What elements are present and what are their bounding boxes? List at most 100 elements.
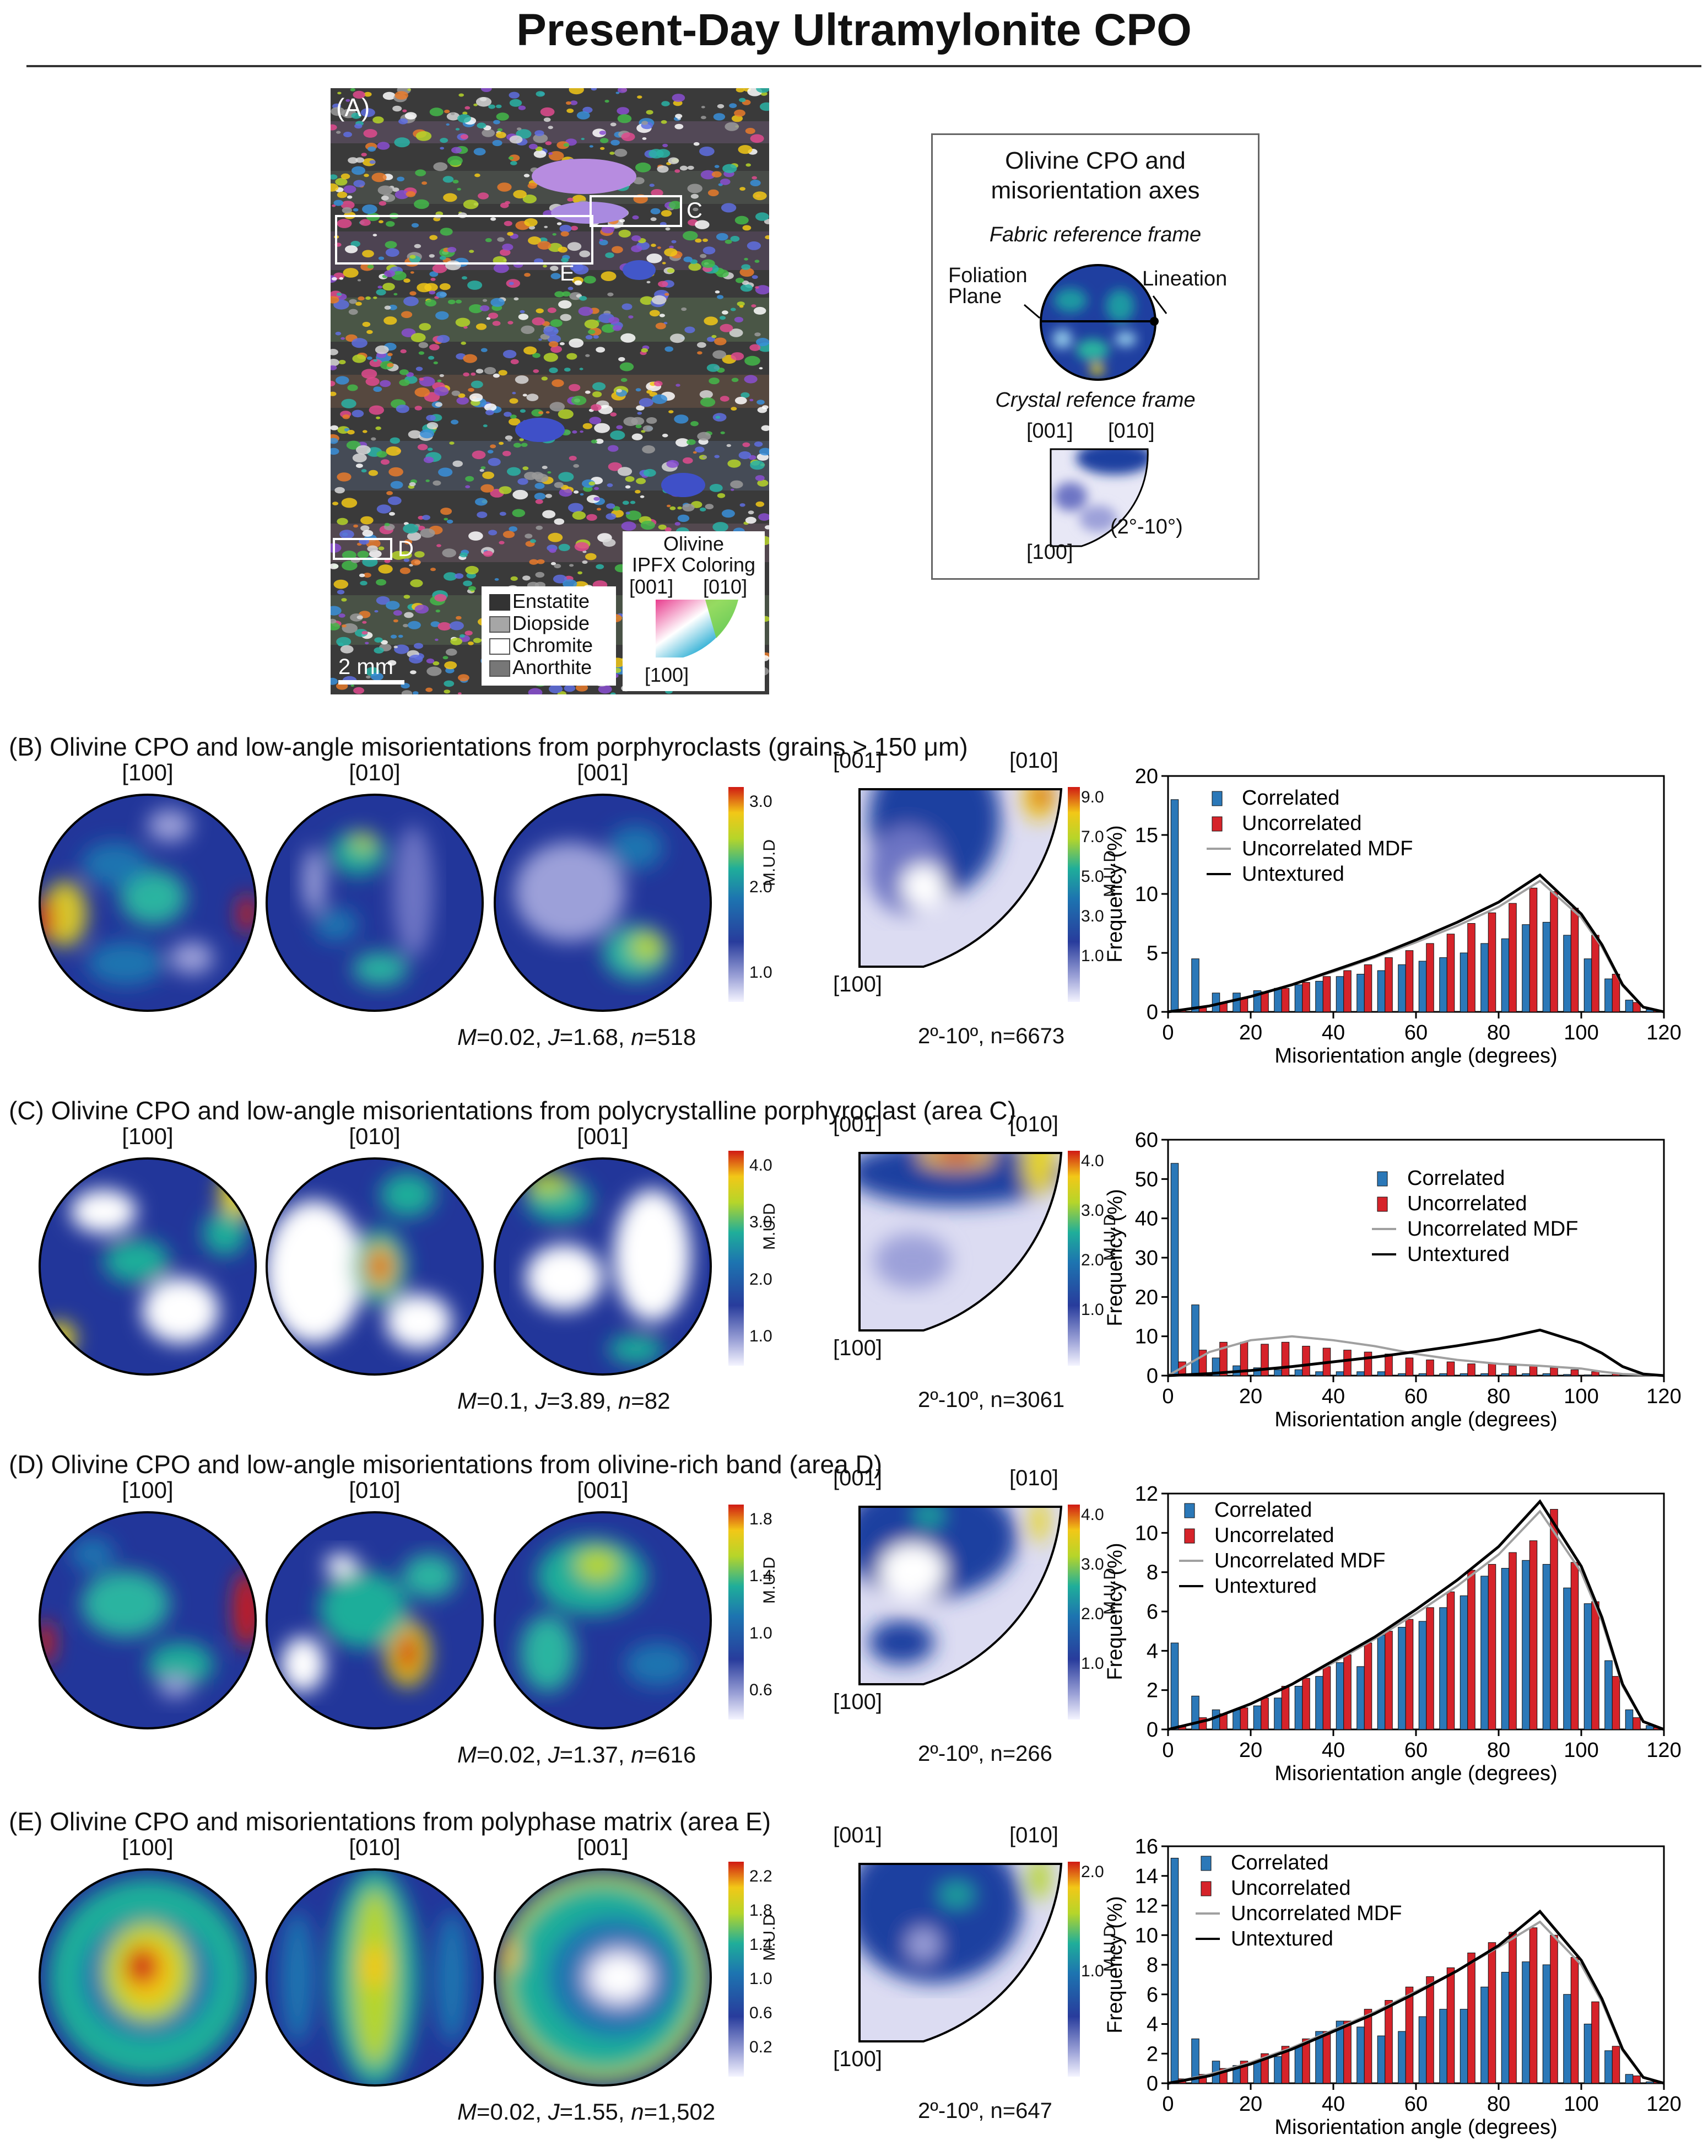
- histogram-b: 0 20 40 60 80 100 120 0 5 10 15 20 Misorientation an…: [1104, 765, 1682, 1068]
- x-tick-label: 100: [1564, 1739, 1598, 1762]
- bar-correlated: [1315, 1676, 1323, 1730]
- bar-correlated: [1625, 1709, 1634, 1730]
- x-tick-label: 80: [1487, 1021, 1510, 1044]
- ipf-colorbar-tick: 1.0: [1081, 1654, 1104, 1673]
- x-tick-label: 0: [1162, 2093, 1174, 2116]
- bar-correlated: [1439, 1373, 1447, 1376]
- bar-correlated: [1480, 1373, 1489, 1376]
- legend-diopside: Diopside: [512, 612, 590, 634]
- cpo-statistics: M=0.02, J=1.55, n=1,502: [457, 2099, 715, 2125]
- ipf-colorbar: [1068, 1505, 1080, 1720]
- legend-entry: Uncorrelated MDF: [1214, 1549, 1385, 1572]
- y-tick-label: 14: [1135, 1865, 1158, 1888]
- x-tick-label: 60: [1404, 1021, 1428, 1044]
- bar-correlated: [1563, 1587, 1571, 1730]
- ipf-colorbar-tick: 3.0: [1081, 907, 1104, 925]
- lineation-label: Lineation: [1142, 267, 1228, 290]
- bar-correlated: [1398, 2031, 1406, 2084]
- bar-uncorrelated: [1426, 1607, 1434, 1730]
- untextured-line: [1168, 1909, 1664, 2085]
- bar-correlated: [1253, 2061, 1262, 2084]
- bar-correlated: [1460, 1373, 1468, 1376]
- y-tick-label: 12: [1135, 1895, 1158, 1918]
- bar-correlated: [1398, 964, 1406, 1012]
- bar-uncorrelated: [1633, 2076, 1641, 2084]
- stat-m_val: =0.02,: [477, 2099, 548, 2125]
- bar-correlated: [1315, 980, 1323, 1012]
- bar-uncorrelated: [1281, 2046, 1290, 2084]
- ipf-colorbar-tick: 1.0: [1081, 1962, 1104, 1980]
- enstatite-swatch: [489, 594, 510, 611]
- stat-n: n: [631, 1024, 644, 1050]
- histogram-e: 0 20 40 60 80 100 120 0 2 4 6 8 10 12 14 16 Misorientati…: [1104, 1835, 1682, 2139]
- bar-correlated: [1646, 2081, 1654, 2084]
- legend-entry: Untextured: [1407, 1243, 1510, 1266]
- pole-figure-100: [39, 1868, 257, 2087]
- bar-correlated: [1522, 924, 1530, 1012]
- stat-n: n: [631, 1742, 644, 1767]
- porphyroclast-grain: [532, 159, 636, 194]
- bar-correlated: [1274, 1697, 1282, 1730]
- stat-m_val: =0.1,: [477, 1388, 536, 1414]
- pole-figure-label-2: [001]: [577, 1834, 629, 1860]
- bar-uncorrelated: [1385, 1354, 1393, 1376]
- bar-uncorrelated: [1591, 2001, 1599, 2084]
- bar-uncorrelated: [1446, 1967, 1455, 2084]
- bar-correlated: [1625, 1000, 1634, 1012]
- y-tick-label: 10: [1135, 883, 1158, 906]
- stat-j_val: =1.37,: [559, 1742, 631, 1767]
- scale-bar-label: 2 mm: [338, 655, 393, 679]
- stat-m_val: =0.02,: [477, 1024, 548, 1050]
- ipf-010-label: [010]: [1009, 748, 1058, 773]
- x-tick-label: 40: [1322, 1739, 1345, 1762]
- bar-correlated: [1460, 1595, 1468, 1730]
- bar-uncorrelated: [1426, 1359, 1434, 1376]
- colorbar-tick: 0.2: [749, 2038, 772, 2056]
- pole-figure-label-2: [001]: [577, 759, 629, 785]
- bar-correlated: [1522, 1373, 1530, 1376]
- pole-figure-label-1: [010]: [349, 1834, 401, 1860]
- bar-correlated: [1356, 974, 1365, 1012]
- bar-correlated: [1418, 1373, 1427, 1376]
- ebsd-map: (A) C E D 2 mm Enstatite Diopside Chromi…: [331, 88, 769, 694]
- bar-correlated: [1418, 2016, 1427, 2084]
- area-c-label: C: [687, 198, 702, 223]
- ipf-010-label: [010]: [1009, 1112, 1058, 1136]
- ipf-100-label: [100]: [833, 972, 882, 996]
- colorbar-tick: 1.0: [749, 1327, 772, 1345]
- ipf-colorbar-tick: 2.0: [1081, 1863, 1104, 1881]
- area-d-label: D: [398, 537, 414, 561]
- ipf-colorbar: [1068, 1151, 1080, 1366]
- stat-m: M: [457, 2099, 477, 2125]
- bar-correlated: [1191, 958, 1199, 1012]
- bar-correlated: [1294, 1369, 1303, 1376]
- x-tick-label: 0: [1162, 1739, 1174, 1762]
- y-tick-label: 10: [1135, 1924, 1158, 1947]
- colorbar-label: M.U.D: [760, 1914, 779, 1961]
- bar-correlated: [1460, 952, 1468, 1012]
- inverse-pole-figure: [858, 1506, 1063, 1685]
- bar-uncorrelated: [1570, 1369, 1579, 1376]
- bar-correlated: [1501, 1971, 1510, 2084]
- bar-correlated: [1418, 1621, 1427, 1730]
- colorbar-tick: 2.0: [749, 878, 772, 896]
- bar-uncorrelated: [1281, 988, 1290, 1012]
- bar-uncorrelated: [1591, 1371, 1599, 1376]
- colorbar-tick: 1.8: [749, 1901, 772, 1920]
- stat-n_val: =518: [644, 1024, 696, 1050]
- bar-uncorrelated: [1261, 1697, 1269, 1730]
- ipf-colorbar-tick: 3.0: [1081, 1201, 1104, 1220]
- title-divider: [26, 65, 1701, 67]
- bar-uncorrelated: [1612, 2046, 1620, 2084]
- x-tick-label: 60: [1404, 1739, 1428, 1762]
- y-tick-label: 8: [1147, 1561, 1158, 1584]
- stat-j_val: =1.55,: [559, 2099, 631, 2125]
- ipf-colorbar-tick: 2.0: [1081, 1251, 1104, 1269]
- untextured-line: [1168, 1328, 1664, 1377]
- ipf-010-label: [010]: [1009, 1466, 1058, 1490]
- y-tick-label: 40: [1135, 1208, 1158, 1231]
- ref-ipf-range: (2°-10°): [1110, 515, 1183, 538]
- y-tick-label: 50: [1135, 1168, 1158, 1191]
- x-tick-label: 100: [1564, 1385, 1598, 1408]
- bar-correlated: [1336, 1662, 1344, 1730]
